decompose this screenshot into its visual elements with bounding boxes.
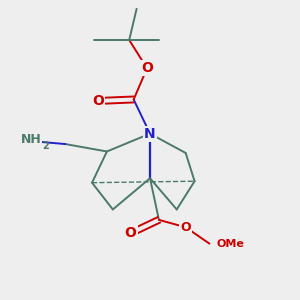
Text: O: O (125, 226, 136, 240)
Text: 2: 2 (42, 141, 49, 152)
Text: OMe: OMe (217, 238, 245, 249)
Text: O: O (92, 94, 104, 108)
Text: NH: NH (21, 133, 41, 146)
Text: O: O (141, 61, 153, 75)
Text: N: N (144, 127, 156, 141)
Text: O: O (180, 221, 191, 234)
